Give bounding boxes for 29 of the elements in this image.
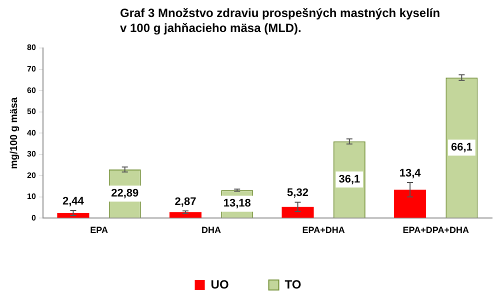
legend-label: TO: [284, 277, 302, 292]
data-label: 13,4: [399, 167, 422, 180]
y-tick-label: 30: [26, 150, 36, 159]
data-label: 2,87: [174, 196, 196, 208]
y-tick-label: 70: [26, 64, 36, 74]
y-tick-label: 10: [26, 192, 36, 202]
data-label: 2,44: [62, 195, 85, 208]
y-tick-label: 0: [31, 213, 36, 222]
y-tick-label: 80: [26, 43, 36, 52]
y-axis-title: mg/100 g mäsa: [8, 96, 20, 169]
data-label: 36,1: [338, 174, 360, 186]
data-label: 13,18: [223, 198, 251, 210]
data-label: 66,1: [450, 142, 472, 154]
bar: [282, 206, 314, 218]
y-tick-label: 50: [26, 107, 36, 116]
bar: [169, 212, 202, 218]
data-label: 22,89: [111, 188, 139, 200]
data-label: 5,32: [287, 187, 308, 200]
bar: [394, 190, 426, 218]
y-tick-label: 40: [26, 128, 36, 138]
y-tick-label: 20: [26, 170, 36, 180]
bar: [57, 213, 90, 218]
x-tick-label: EPA+DHA: [302, 225, 346, 236]
chart-title: Graf 3 Množstvo zdraviu prospešných mastných kyselín v 100 g jahňacieho mäsa (MLD).: [120, 6, 442, 36]
x-tick-label: DHA: [202, 225, 222, 236]
x-tick-label: EPA: [90, 225, 108, 236]
y-tick-label: 60: [26, 86, 36, 95]
legend-label: UO: [210, 277, 229, 292]
x-tick-label: EPA+DPA+DHA: [402, 225, 470, 236]
